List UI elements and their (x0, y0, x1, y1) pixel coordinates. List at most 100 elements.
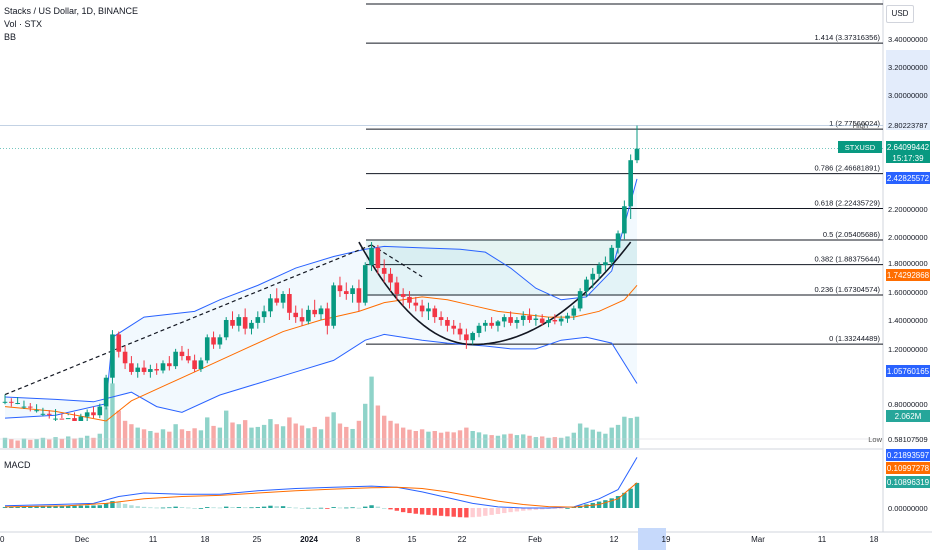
price-tick: 2.20000000 (888, 205, 928, 214)
macd-histogram-bar (502, 508, 507, 514)
bb-upper-badge: 2.42825572 (887, 174, 930, 183)
time-tick: 11 (149, 535, 158, 544)
macd-histogram-bar (21, 506, 27, 508)
candle-body (78, 416, 84, 421)
volume-bar (337, 423, 343, 448)
price-tick: 1.60000000 (888, 288, 928, 297)
candle-body (280, 294, 286, 303)
candle-body (223, 319, 229, 338)
volume-bar (167, 431, 172, 448)
signal-line-badge: 0.10997278 (887, 464, 930, 473)
candle-body (103, 377, 109, 407)
macd-histogram-bar (615, 496, 621, 508)
volume-bar (28, 439, 33, 448)
volume-indicator-label[interactable]: Vol · STX (4, 19, 43, 29)
candle-body (318, 308, 324, 315)
macd-histogram-bar (419, 508, 425, 515)
candle-body (622, 206, 627, 234)
bb-upper-line (4, 178, 638, 419)
candle-body (375, 247, 381, 269)
candle-body (160, 363, 166, 371)
last-price-badge-bg (886, 141, 930, 163)
macd-histogram-bar (489, 508, 494, 515)
candle-body (255, 317, 261, 323)
candle-body (9, 401, 14, 403)
volume-bar (546, 437, 551, 448)
candle-body (628, 160, 633, 207)
macd-histogram-bar (91, 505, 96, 508)
macd-histogram-bar (148, 507, 153, 509)
volume-bar (84, 435, 90, 448)
macd-histogram-bar (457, 508, 463, 518)
volume-bar (211, 425, 216, 448)
macd-histogram-bar (103, 503, 109, 508)
candle-body (331, 285, 336, 326)
volume-bar (325, 416, 330, 448)
candle-body (438, 317, 444, 320)
fib-label-0.382: 0.382 (1.88375644) (815, 255, 881, 264)
volume-bar (514, 435, 520, 448)
volume-badge-bg (886, 410, 930, 422)
macd-histogram-bar (527, 508, 532, 511)
candle-body (489, 322, 494, 326)
candle-body (577, 291, 583, 309)
macd-histogram-bar (72, 505, 77, 508)
fib-label-0: 0 (1.33244489) (829, 334, 880, 343)
volume-bar (186, 431, 191, 448)
bollinger-bands-label[interactable]: BB (4, 32, 17, 42)
macd-histogram-bar (261, 506, 267, 508)
macd-histogram-bar (154, 507, 159, 509)
volume-bar (287, 417, 292, 448)
candle-body (59, 418, 65, 420)
volume-bar (141, 429, 147, 448)
macd-histogram-bar (426, 508, 431, 515)
candle-body (514, 319, 520, 323)
macd-histogram-bar (274, 506, 279, 508)
macd-histogram-bar (363, 506, 368, 508)
candle-body (603, 262, 608, 266)
candle-body (204, 337, 210, 361)
candle-body (533, 318, 539, 320)
time-tick: 18 (870, 535, 879, 544)
time-tick: 19 (662, 535, 671, 544)
macd-histogram-bar (9, 506, 14, 508)
histogram-badge-bg (886, 476, 930, 488)
volume-bar (495, 435, 501, 448)
macd-line-badge-bg (886, 449, 930, 461)
candle-body (508, 317, 513, 323)
candle-body (451, 325, 457, 329)
volume-bar (375, 405, 381, 448)
macd-histogram-bar (66, 505, 71, 508)
candle-body (167, 363, 172, 367)
macd-histogram-bar (97, 505, 102, 508)
macd-label: MACD (4, 460, 31, 470)
macd-histogram-bar (337, 507, 343, 509)
candle-body (470, 332, 475, 341)
macd-histogram-bar (533, 508, 539, 510)
macd-histogram-bar (167, 507, 172, 509)
candle-body (343, 291, 349, 295)
volume-bar (552, 437, 558, 448)
volume-bar (21, 438, 27, 448)
signal-line (4, 482, 638, 508)
candle-body (337, 285, 343, 292)
candle-body (565, 315, 570, 319)
volume-bar (413, 431, 418, 448)
price-tick: 1.40000000 (888, 316, 928, 325)
macd-histogram-bar (242, 507, 248, 509)
high-label: High (853, 121, 868, 130)
last-price: 2.64099442 (887, 143, 930, 152)
macd-histogram-bar (312, 508, 317, 509)
macd-histogram-bar (369, 505, 374, 508)
macd-histogram-bar (634, 482, 640, 508)
macd-histogram-bar (198, 508, 204, 509)
macd-histogram-bar (325, 508, 330, 509)
currency-button[interactable]: USD (886, 5, 914, 23)
macd-histogram-bar (306, 507, 311, 509)
volume-bar (53, 437, 58, 448)
price-tick: 1.80000000 (888, 259, 928, 268)
volume-bar (40, 437, 46, 448)
candle-body (154, 369, 159, 371)
volume-bar (603, 433, 608, 448)
